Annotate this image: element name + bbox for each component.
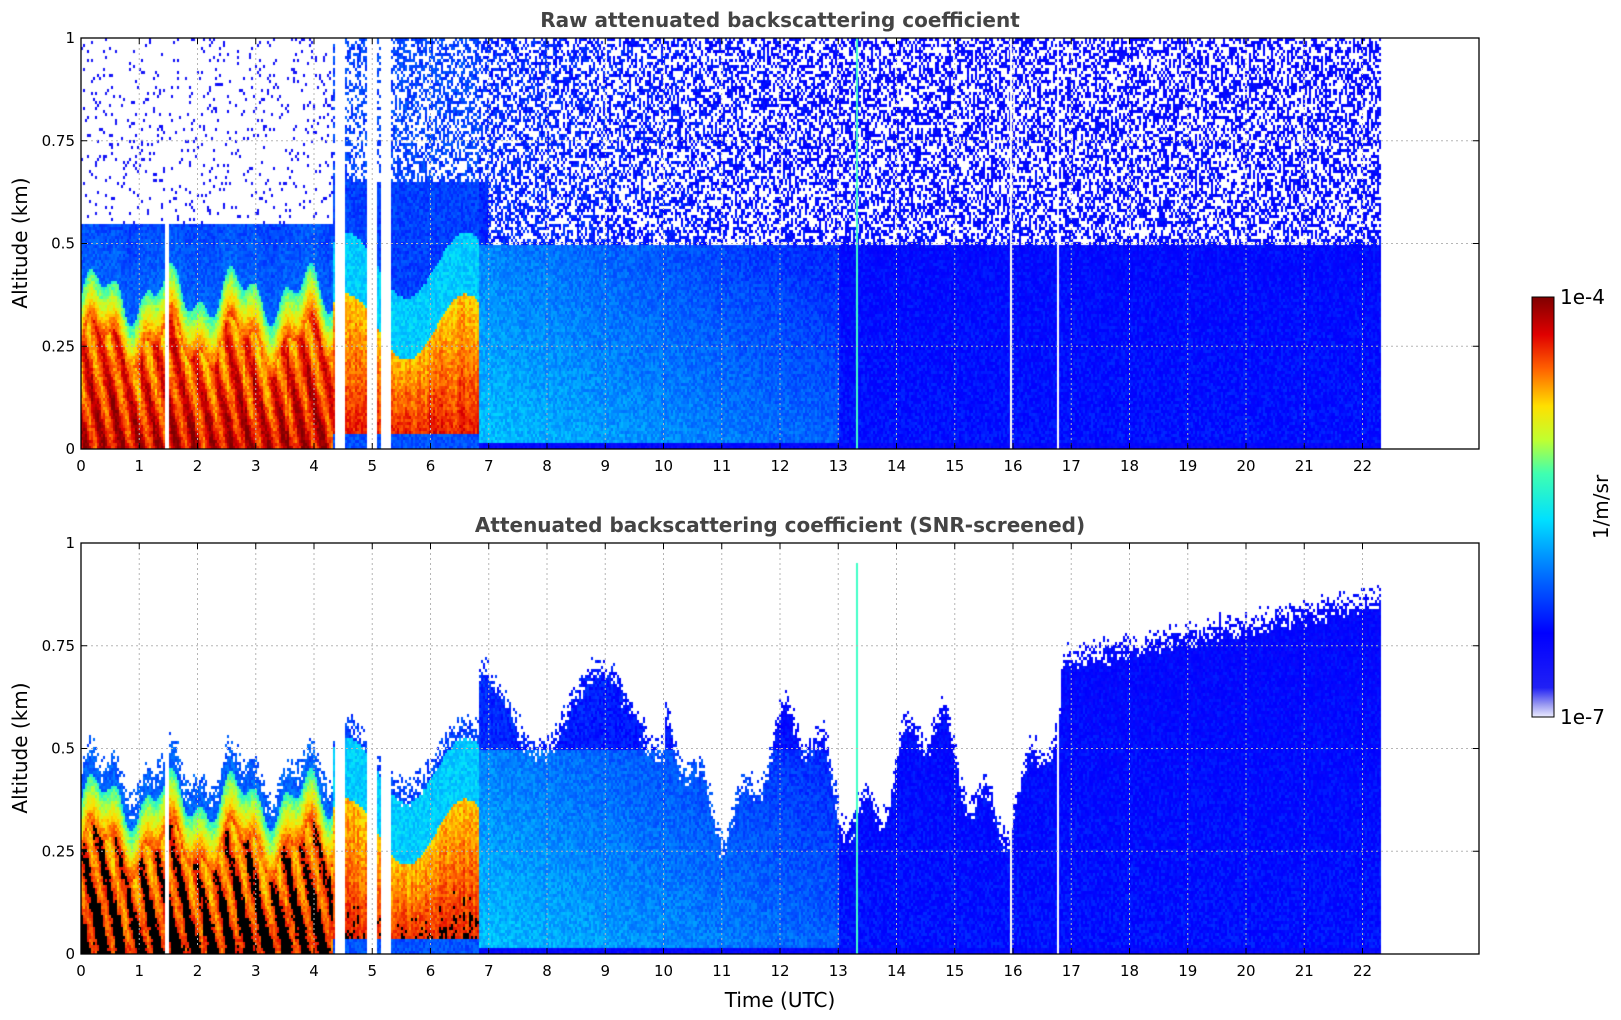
x-tick-label: 18: [1120, 457, 1139, 475]
x-tick-label: 21: [1295, 457, 1314, 475]
y-tick-label: 0.75: [42, 132, 75, 150]
y-axis-label-raw: Altitude (km): [8, 177, 32, 308]
x-tick-label: 7: [484, 457, 494, 475]
grid-raw: [81, 38, 1479, 449]
x-ticks-raw: 0 1 2 3 4 5 6 7 8 9 10 11 12 13 14 15 16 17 18 19 20 21 22: [76, 38, 1372, 475]
y-tick-label: 0.5: [51, 235, 75, 253]
x-tick-label: 14: [887, 457, 906, 475]
x-tick-label: 20: [1236, 962, 1255, 980]
colorbar-max-label: 1e-4: [1560, 285, 1605, 309]
y-tick-label: 1: [65, 534, 75, 552]
colorbar-scale: [1531, 296, 1555, 718]
x-tick-label: 11: [712, 962, 731, 980]
x-tick-label: 1: [134, 962, 144, 980]
colorbar-label: 1/m/sr: [1589, 474, 1613, 539]
x-tick-label: 10: [654, 962, 673, 980]
y-ticks-raw: 0 0.25 0.5 0.75 1: [42, 29, 1479, 458]
x-tick-label: 6: [426, 962, 436, 980]
x-tick-label: 16: [1003, 457, 1022, 475]
panel-title-screened: Attenuated backscattering coefficient (S…: [475, 513, 1085, 537]
x-tick-label: 22: [1353, 457, 1372, 475]
x-tick-label: 3: [251, 457, 261, 475]
y-tick-label: 0.5: [51, 740, 75, 758]
x-tick-label: 8: [542, 962, 552, 980]
x-ticks-screened: 0 1 2 3 4 5 6 7 8 9 10 11 12 13 14 15 16 17 18 19 20 21 22: [76, 543, 1372, 980]
x-axis-label: Time (UTC): [724, 988, 836, 1012]
x-tick-label: 19: [1178, 962, 1197, 980]
x-tick-label: 13: [829, 962, 848, 980]
x-tick-label: 2: [193, 457, 203, 475]
x-tick-label: 4: [309, 457, 319, 475]
x-tick-label: 22: [1353, 962, 1372, 980]
y-tick-label: 0: [65, 440, 75, 458]
x-tick-label: 0: [76, 457, 86, 475]
x-tick-label: 0: [76, 962, 86, 980]
x-tick-label: 8: [542, 457, 552, 475]
x-tick-label: 14: [887, 962, 906, 980]
x-tick-label: 9: [600, 457, 610, 475]
x-tick-label: 12: [770, 962, 789, 980]
y-axis-label-screened: Altitude (km): [8, 682, 32, 813]
x-tick-label: 11: [712, 457, 731, 475]
x-tick-label: 2: [193, 962, 203, 980]
colorbar: 1e-4 1e-7 1/m/sr: [1531, 285, 1613, 729]
x-tick-label: 3: [251, 962, 261, 980]
x-tick-label: 7: [484, 962, 494, 980]
x-tick-label: 19: [1178, 457, 1197, 475]
panel-title-raw: Raw attenuated backscattering coefficien…: [540, 8, 1020, 32]
y-tick-label: 0.75: [42, 637, 75, 655]
x-tick-label: 1: [134, 457, 144, 475]
grid-screened: [81, 543, 1479, 954]
y-ticks-screened: 0 0.25 0.5 0.75 1: [42, 534, 1479, 963]
y-tick-label: 0.25: [42, 337, 75, 355]
x-tick-label: 20: [1236, 457, 1255, 475]
x-tick-label: 6: [426, 457, 436, 475]
x-tick-label: 10: [654, 457, 673, 475]
x-tick-label: 18: [1120, 962, 1139, 980]
x-tick-label: 5: [367, 457, 377, 475]
x-tick-label: 9: [600, 962, 610, 980]
panel-screened: Attenuated backscattering coefficient (S…: [8, 513, 1480, 1012]
x-tick-label: 16: [1003, 962, 1022, 980]
panel-raw: Raw attenuated backscattering coefficien…: [8, 8, 1480, 475]
x-tick-label: 17: [1062, 457, 1081, 475]
x-tick-label: 4: [309, 962, 319, 980]
x-tick-label: 17: [1062, 962, 1081, 980]
y-tick-label: 0: [65, 945, 75, 963]
x-tick-label: 13: [829, 457, 848, 475]
x-tick-label: 15: [945, 962, 964, 980]
x-tick-label: 12: [770, 457, 789, 475]
x-tick-label: 21: [1295, 962, 1314, 980]
colorbar-min-label: 1e-7: [1560, 705, 1605, 729]
y-tick-label: 1: [65, 29, 75, 47]
x-tick-label: 15: [945, 457, 964, 475]
y-tick-label: 0.25: [42, 842, 75, 860]
x-tick-label: 5: [367, 962, 377, 980]
